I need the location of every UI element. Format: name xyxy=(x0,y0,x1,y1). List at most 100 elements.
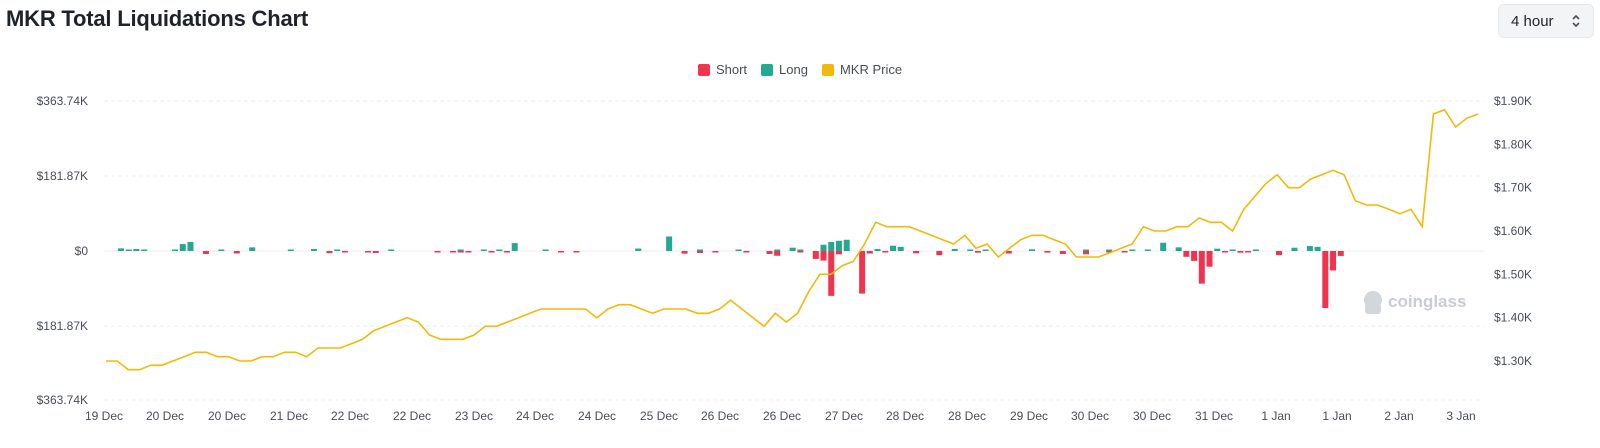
long-bar[interactable] xyxy=(843,239,850,251)
short-bar[interactable] xyxy=(882,251,889,253)
long-bar[interactable] xyxy=(125,249,132,252)
long-bar[interactable] xyxy=(1214,248,1221,251)
long-bar[interactable] xyxy=(1175,247,1182,251)
short-bar[interactable] xyxy=(233,251,240,254)
long-bar[interactable] xyxy=(820,244,827,251)
short-bar[interactable] xyxy=(1206,251,1213,267)
long-bar[interactable] xyxy=(179,244,186,251)
long-bar[interactable] xyxy=(496,249,503,252)
short-bar[interactable] xyxy=(697,251,703,253)
short-bar[interactable] xyxy=(1322,251,1329,309)
short-bar[interactable] xyxy=(1337,251,1344,256)
short-bar[interactable] xyxy=(1059,251,1066,254)
short-bar[interactable] xyxy=(974,251,981,253)
long-bar[interactable] xyxy=(1229,249,1236,252)
short-bar[interactable] xyxy=(488,251,495,253)
long-bar[interactable] xyxy=(789,247,796,251)
long-bar[interactable] xyxy=(774,249,781,252)
short-bar[interactable] xyxy=(913,251,920,254)
short-bar[interactable] xyxy=(681,251,688,254)
short-bar[interactable] xyxy=(1121,251,1128,253)
short-bar[interactable] xyxy=(1083,251,1089,255)
long-bar[interactable] xyxy=(218,249,225,252)
long-bar[interactable] xyxy=(874,249,881,251)
long-bar[interactable] xyxy=(1252,249,1259,252)
short-bar[interactable] xyxy=(859,251,866,294)
short-bar[interactable] xyxy=(1106,251,1113,253)
short-bar[interactable] xyxy=(1330,251,1337,271)
long-bar[interactable] xyxy=(1160,242,1167,251)
right-tick-label: $1.80K xyxy=(1494,137,1532,151)
short-bar[interactable] xyxy=(797,251,804,253)
short-bar[interactable] xyxy=(465,251,472,253)
interval-select[interactable]: 4 hour xyxy=(1498,4,1594,38)
short-bar[interactable] xyxy=(812,251,819,259)
short-bar[interactable] xyxy=(504,251,510,253)
short-bar[interactable] xyxy=(774,251,781,256)
short-bar[interactable] xyxy=(820,251,827,261)
short-bar[interactable] xyxy=(434,251,441,253)
long-bar[interactable] xyxy=(1306,246,1313,251)
long-bar[interactable] xyxy=(1144,249,1151,252)
long-bar[interactable] xyxy=(1028,249,1035,251)
long-bar[interactable] xyxy=(797,249,804,252)
short-bar[interactable] xyxy=(936,251,943,256)
short-bar[interactable] xyxy=(449,251,456,253)
long-bar[interactable] xyxy=(457,249,464,252)
short-bar[interactable] xyxy=(558,251,565,253)
short-bar[interactable] xyxy=(835,251,842,255)
long-bar[interactable] xyxy=(982,249,989,252)
short-bar[interactable] xyxy=(1237,251,1244,253)
short-bar[interactable] xyxy=(326,251,333,254)
short-bar[interactable] xyxy=(743,251,750,253)
long-bar[interactable] xyxy=(118,248,124,251)
long-bar[interactable] xyxy=(542,249,549,252)
long-bar[interactable] xyxy=(1083,249,1089,252)
long-bar[interactable] xyxy=(311,249,317,251)
long-bar[interactable] xyxy=(828,241,835,251)
short-bar[interactable] xyxy=(866,251,873,254)
short-bar[interactable] xyxy=(1245,251,1252,253)
short-bar[interactable] xyxy=(341,251,348,253)
long-bar[interactable] xyxy=(511,243,518,251)
short-bar[interactable] xyxy=(372,251,379,253)
short-bar[interactable] xyxy=(1221,251,1228,253)
short-bar[interactable] xyxy=(202,251,209,254)
short-bar[interactable] xyxy=(1276,251,1282,256)
long-bar[interactable] xyxy=(1314,246,1321,251)
legend-item-short[interactable]: Short xyxy=(697,62,747,77)
long-bar[interactable] xyxy=(697,249,703,252)
short-bar[interactable] xyxy=(1191,251,1198,261)
long-bar[interactable] xyxy=(666,236,673,251)
short-bar[interactable] xyxy=(1198,251,1205,284)
long-bar[interactable] xyxy=(249,247,256,251)
long-bar[interactable] xyxy=(388,249,395,252)
long-bar[interactable] xyxy=(951,249,958,251)
short-bar[interactable] xyxy=(1005,251,1012,254)
short-bar[interactable] xyxy=(1044,251,1051,253)
long-bar[interactable] xyxy=(635,248,642,251)
long-bar[interactable] xyxy=(1291,247,1298,251)
long-bar[interactable] xyxy=(1106,249,1113,252)
short-bar[interactable] xyxy=(365,251,372,253)
short-bar[interactable] xyxy=(712,251,719,253)
long-bar[interactable] xyxy=(187,241,194,251)
short-bar[interactable] xyxy=(766,251,773,254)
long-bar[interactable] xyxy=(835,240,842,251)
long-bar[interactable] xyxy=(1129,249,1136,252)
legend-item-price[interactable]: MKR Price xyxy=(821,62,902,77)
short-bar[interactable] xyxy=(573,251,580,253)
short-bar[interactable] xyxy=(457,251,464,253)
long-bar[interactable] xyxy=(287,249,294,252)
long-bar[interactable] xyxy=(480,249,487,252)
long-bar[interactable] xyxy=(141,249,148,252)
long-bar[interactable] xyxy=(334,249,341,252)
long-bar[interactable] xyxy=(890,245,896,251)
long-bar[interactable] xyxy=(735,249,742,252)
short-bar[interactable] xyxy=(1183,251,1190,257)
long-bar[interactable] xyxy=(897,246,904,251)
long-bar[interactable] xyxy=(967,249,974,252)
legend-item-long[interactable]: Long xyxy=(761,62,808,77)
long-bar[interactable] xyxy=(172,249,179,252)
long-bar[interactable] xyxy=(133,249,140,251)
